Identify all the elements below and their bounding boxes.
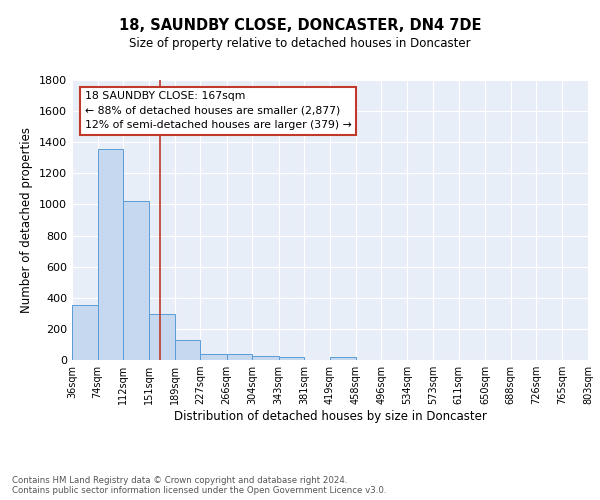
Bar [252, 356, 278, 360]
Bar [175, 340, 200, 360]
Bar [123, 201, 149, 360]
Text: 18, SAUNDBY CLOSE, DONCASTER, DN4 7DE: 18, SAUNDBY CLOSE, DONCASTER, DN4 7DE [119, 18, 481, 32]
Bar [72, 305, 98, 360]
Bar [200, 354, 227, 360]
Text: Contains HM Land Registry data © Crown copyright and database right 2024.
Contai: Contains HM Land Registry data © Crown c… [12, 476, 386, 495]
Bar [329, 357, 356, 360]
Bar [278, 357, 304, 360]
Text: Size of property relative to detached houses in Doncaster: Size of property relative to detached ho… [129, 38, 471, 51]
X-axis label: Distribution of detached houses by size in Doncaster: Distribution of detached houses by size … [173, 410, 487, 423]
Text: 18 SAUNDBY CLOSE: 167sqm
← 88% of detached houses are smaller (2,877)
12% of sem: 18 SAUNDBY CLOSE: 167sqm ← 88% of detach… [85, 91, 352, 130]
Bar [149, 314, 175, 360]
Bar [98, 149, 123, 360]
Bar [227, 354, 252, 360]
Y-axis label: Number of detached properties: Number of detached properties [20, 127, 34, 313]
